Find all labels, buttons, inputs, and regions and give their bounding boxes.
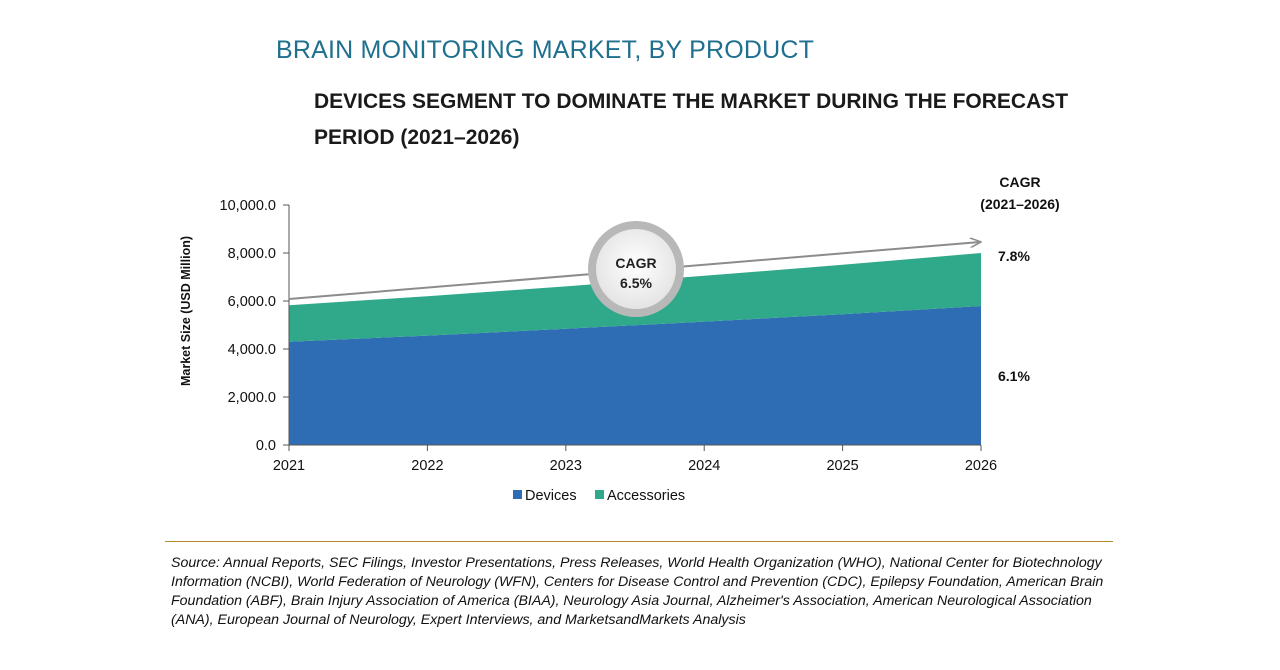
legend-swatch-devices <box>513 490 522 499</box>
legend-label-devices: Devices <box>525 488 577 504</box>
cagr-bubble-value: 6.5% <box>620 275 652 291</box>
y-tick-label: 0.0 <box>256 438 276 454</box>
chart-title: BRAIN MONITORING MARKET, BY PRODUCT <box>276 36 815 64</box>
x-tick-label: 2024 <box>688 458 720 474</box>
chart-subtitle: DEVICES SEGMENT TO DOMINATE THE MARKET D… <box>314 90 1069 149</box>
y-tick-label: 2,000.0 <box>228 390 276 406</box>
legend: Devices Accessories <box>513 488 685 504</box>
cagr-bubble: CAGR 6.5% <box>588 221 684 317</box>
y-tick-label: 6,000.0 <box>228 294 276 310</box>
y-tick-label: 8,000.0 <box>228 246 276 262</box>
y-axis-label: Market Size (USD Million) <box>179 236 193 386</box>
y-tick-label: 4,000.0 <box>228 342 276 358</box>
source-note: Source: Annual Reports, SEC Filings, Inv… <box>171 555 1104 628</box>
legend-swatch-accessories <box>595 490 604 499</box>
x-tick-label: 2021 <box>273 458 305 474</box>
cagr-bubble-inner <box>596 229 676 309</box>
area-devices <box>289 306 981 445</box>
cagr-header-line1: CAGR <box>999 174 1040 190</box>
x-tick-label: 2026 <box>965 458 997 474</box>
x-tick-label: 2025 <box>826 458 858 474</box>
x-tick-label: 2022 <box>411 458 443 474</box>
cagr-accessories: 7.8% <box>998 248 1030 264</box>
x-tick-label: 2023 <box>550 458 582 474</box>
cagr-bubble-label: CAGR <box>615 255 656 271</box>
cagr-header-line2: (2021–2026) <box>980 196 1059 212</box>
legend-label-accessories: Accessories <box>607 488 685 504</box>
cagr-devices: 6.1% <box>998 368 1030 384</box>
y-tick-label: 10,000.0 <box>220 198 276 214</box>
market-area-chart: 0.02,000.04,000.06,000.08,000.010,000.0 … <box>179 174 1060 504</box>
source-divider <box>165 541 1113 542</box>
